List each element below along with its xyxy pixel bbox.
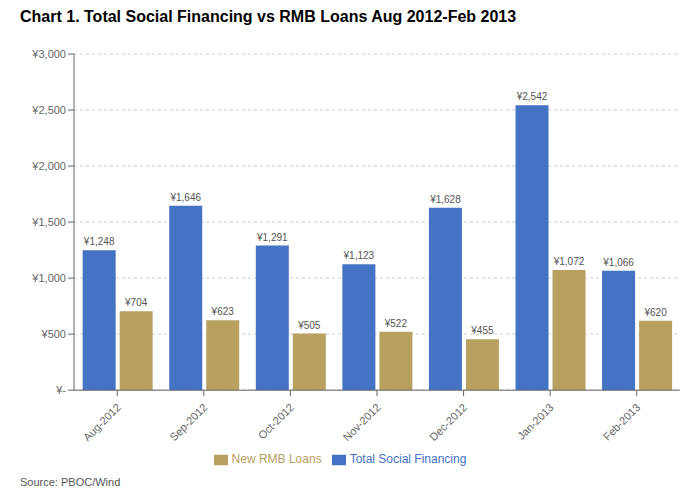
svg-text:¥455: ¥455: [470, 325, 494, 336]
svg-text:¥500: ¥500: [41, 328, 66, 340]
html-text:Chart 1. Total Social Financin: Chart 1. Total Social Financing vs RMB L…: [20, 8, 517, 25]
svg-text:¥3,000: ¥3,000: [31, 48, 66, 60]
svg-text:¥1,123: ¥1,123: [343, 250, 375, 261]
svg-text:¥623: ¥623: [211, 306, 235, 317]
svg-text:¥1,072: ¥1,072: [553, 256, 585, 267]
svg-text:¥1,248: ¥1,248: [83, 236, 115, 247]
svg-text:¥2,000: ¥2,000: [31, 160, 66, 172]
svg-text:¥-: ¥-: [55, 384, 66, 396]
svg-text:¥522: ¥522: [384, 318, 408, 329]
svg-text:Oct-2012: Oct-2012: [256, 401, 296, 441]
svg-text:¥1,066: ¥1,066: [602, 257, 634, 268]
html-text:Source: PBOC/Wind: Source: PBOC/Wind: [20, 476, 121, 488]
svg-text:¥2,542: ¥2,542: [516, 91, 548, 102]
svg-text:Feb-2013: Feb-2013: [601, 401, 643, 443]
svg-text:¥2,500: ¥2,500: [31, 104, 66, 116]
svg-text:¥704: ¥704: [124, 297, 148, 308]
html-text:New RMB Loans: New RMB Loans: [231, 452, 322, 467]
svg-text:Dec-2012: Dec-2012: [427, 401, 469, 443]
svg-text:Aug-2012: Aug-2012: [81, 401, 123, 443]
svg-text:Sep-2012: Sep-2012: [167, 401, 209, 443]
svg-text:Nov-2012: Nov-2012: [340, 401, 382, 443]
svg-text:¥1,291: ¥1,291: [256, 232, 288, 243]
svg-text:¥620: ¥620: [643, 307, 667, 318]
svg-text:¥1,646: ¥1,646: [169, 192, 201, 203]
html-text:Total Social Financing: Total Social Financing: [349, 452, 467, 467]
svg-text:¥505: ¥505: [297, 320, 321, 331]
svg-text:¥1,500: ¥1,500: [31, 216, 66, 228]
svg-text:¥1,628: ¥1,628: [429, 194, 461, 205]
svg-text:¥1,000: ¥1,000: [31, 272, 66, 284]
svg-text:Jan-2013: Jan-2013: [515, 401, 556, 442]
